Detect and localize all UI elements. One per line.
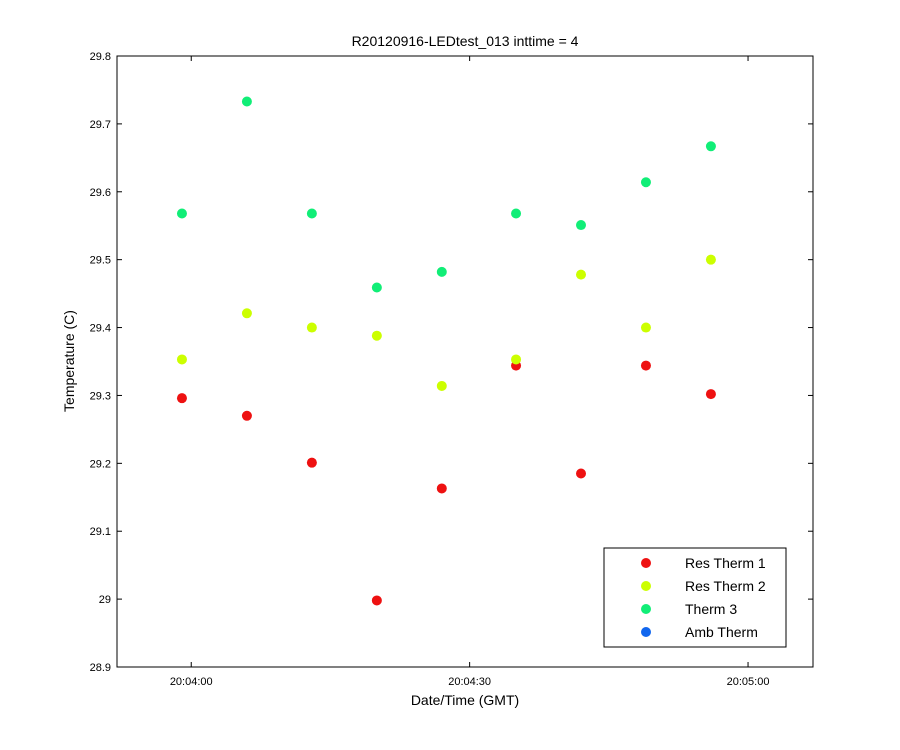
legend-marker-series-3 bbox=[641, 604, 651, 614]
data-point-series-3 bbox=[241, 96, 252, 107]
data-point-series-1 bbox=[306, 457, 317, 468]
y-tick-label: 29.3 bbox=[90, 390, 111, 402]
data-point-series-3 bbox=[371, 282, 382, 293]
data-point-series-1 bbox=[176, 393, 187, 404]
data-point-series-3 bbox=[511, 208, 522, 219]
legend-marker-series-2 bbox=[641, 581, 651, 591]
data-point-series-1 bbox=[640, 360, 651, 371]
legend-label-series-3: Therm 3 bbox=[685, 601, 737, 617]
legend-marker-series-4 bbox=[641, 627, 651, 637]
data-point-series-1 bbox=[576, 468, 586, 479]
data-point-series-2 bbox=[176, 354, 187, 365]
data-point-series-2 bbox=[705, 254, 716, 265]
data-point-series-2 bbox=[371, 330, 382, 341]
legend-label-series-2: Res Therm 2 bbox=[685, 578, 766, 594]
legend: Res Therm 1 Res Therm 2 Therm 3 Amb Therm bbox=[603, 547, 787, 648]
y-tick-label: 29.1 bbox=[90, 526, 111, 538]
data-point-series-3 bbox=[640, 177, 651, 188]
legend-label-series-4: Amb Therm bbox=[685, 624, 758, 640]
y-tick-label: 29.4 bbox=[90, 323, 111, 335]
legend-label-series-1: Res Therm 1 bbox=[685, 555, 766, 571]
data-point-series-3 bbox=[306, 208, 317, 219]
x-tick-label: 20:05:00 bbox=[727, 676, 770, 688]
y-axis-title: Temperature (C) bbox=[61, 310, 77, 412]
chart-title: R20120916-LEDtest_013 inttime = 4 bbox=[352, 33, 579, 49]
data-point-series-2 bbox=[306, 322, 317, 333]
legend-box bbox=[603, 547, 787, 648]
axis-ticks: 28.9 29 29.1 29.2 29.3 29.4 29.5 29.6 29.7 29.8 20… bbox=[90, 51, 813, 688]
data-point-series-2 bbox=[511, 354, 522, 365]
data-point-series-3 bbox=[576, 220, 586, 231]
y-tick-label: 29.8 bbox=[90, 51, 111, 63]
data-point-series-1 bbox=[436, 483, 447, 494]
data-point-series-1 bbox=[241, 410, 252, 421]
data-point-series-3 bbox=[705, 141, 716, 152]
y-tick-label: 29.2 bbox=[90, 458, 111, 470]
y-tick-label: 29 bbox=[99, 594, 111, 606]
legend-marker-series-1 bbox=[641, 558, 651, 568]
data-point-series-3 bbox=[176, 208, 187, 219]
x-tick-label: 20:04:30 bbox=[448, 676, 491, 688]
data-point-series-3 bbox=[436, 266, 447, 277]
y-tick-label: 28.9 bbox=[90, 662, 111, 674]
data-point-series-2 bbox=[436, 380, 447, 391]
data-point-series-2 bbox=[241, 308, 252, 319]
data-points bbox=[176, 96, 716, 606]
x-tick-label: 20:04:00 bbox=[170, 676, 213, 688]
y-tick-label: 29.5 bbox=[90, 255, 111, 267]
y-tick-label: 29.7 bbox=[90, 119, 111, 131]
data-point-series-2 bbox=[640, 322, 651, 333]
data-point-series-2 bbox=[576, 269, 586, 280]
data-point-series-1 bbox=[371, 595, 382, 606]
y-tick-label: 29.6 bbox=[90, 187, 111, 199]
x-axis-title: Date/Time (GMT) bbox=[411, 692, 519, 708]
data-point-series-1 bbox=[705, 389, 716, 400]
